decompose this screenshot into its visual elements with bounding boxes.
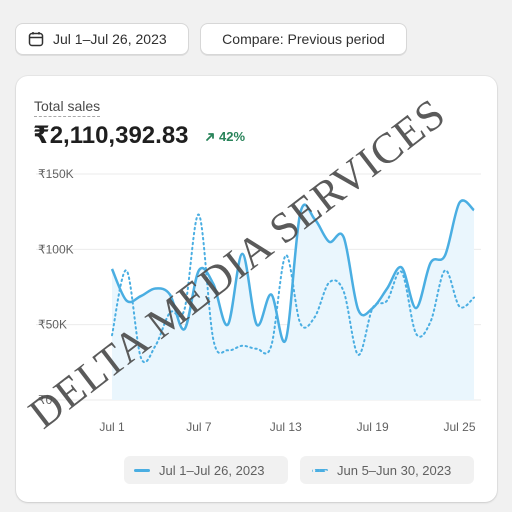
x-axis-labels: Jul 1 Jul 7 Jul 13 Jul 19 Jul 25 [99,420,476,434]
solid-line-icon [134,468,150,472]
date-range-label: Jul 1–Jul 26, 2023 [53,31,167,47]
x-tick-label: Jul 1 [99,420,125,434]
current-series-area [112,200,474,400]
metric-change-value: 42% [219,129,246,144]
legend-previous-label: Jun 5–Jun 30, 2023 [337,462,452,478]
metric-change-badge: 42% [205,129,245,144]
x-tick-label: Jul 19 [357,420,389,434]
arrow-up-right-icon [206,132,214,141]
legend-current-label: Jul 1–Jul 26, 2023 [159,462,265,478]
y-tick-label: ₹100K [38,242,74,256]
compare-period-button[interactable]: Compare: Previous period [200,23,407,55]
metric-title[interactable]: Total sales [34,98,101,117]
y-tick-label: ₹0 [38,393,53,407]
dotted-line-icon [312,468,328,472]
current-series-line [110,199,475,344]
y-axis-labels: ₹150K ₹100K ₹50K ₹0 [38,167,74,407]
sales-line-chart[interactable]: ₹150K₹100K₹50K₹0 Jul 1 Jul 7 Jul 13 Jul 19 J… [16,76,497,446]
date-range-button[interactable]: Jul 1–Jul 26, 2023 [15,23,189,55]
y-tick-label: ₹150K [38,167,74,181]
calendar-icon [28,32,44,47]
y-tick-label: ₹50K [38,318,67,332]
x-tick-label: Jul 25 [444,420,476,434]
compare-period-label: Compare: Previous period [222,31,385,47]
x-tick-label: Jul 7 [186,420,212,434]
metric-value: ₹2,110,392.83 [33,122,189,149]
legend-item-current[interactable]: Jul 1–Jul 26, 2023 [124,456,288,484]
legend-item-previous[interactable]: Jun 5–Jun 30, 2023 [300,456,474,484]
x-tick-label: Jul 13 [270,420,302,434]
total-sales-card: Total sales ₹2,110,392.83 42% ₹150K ₹100K… [16,76,497,502]
